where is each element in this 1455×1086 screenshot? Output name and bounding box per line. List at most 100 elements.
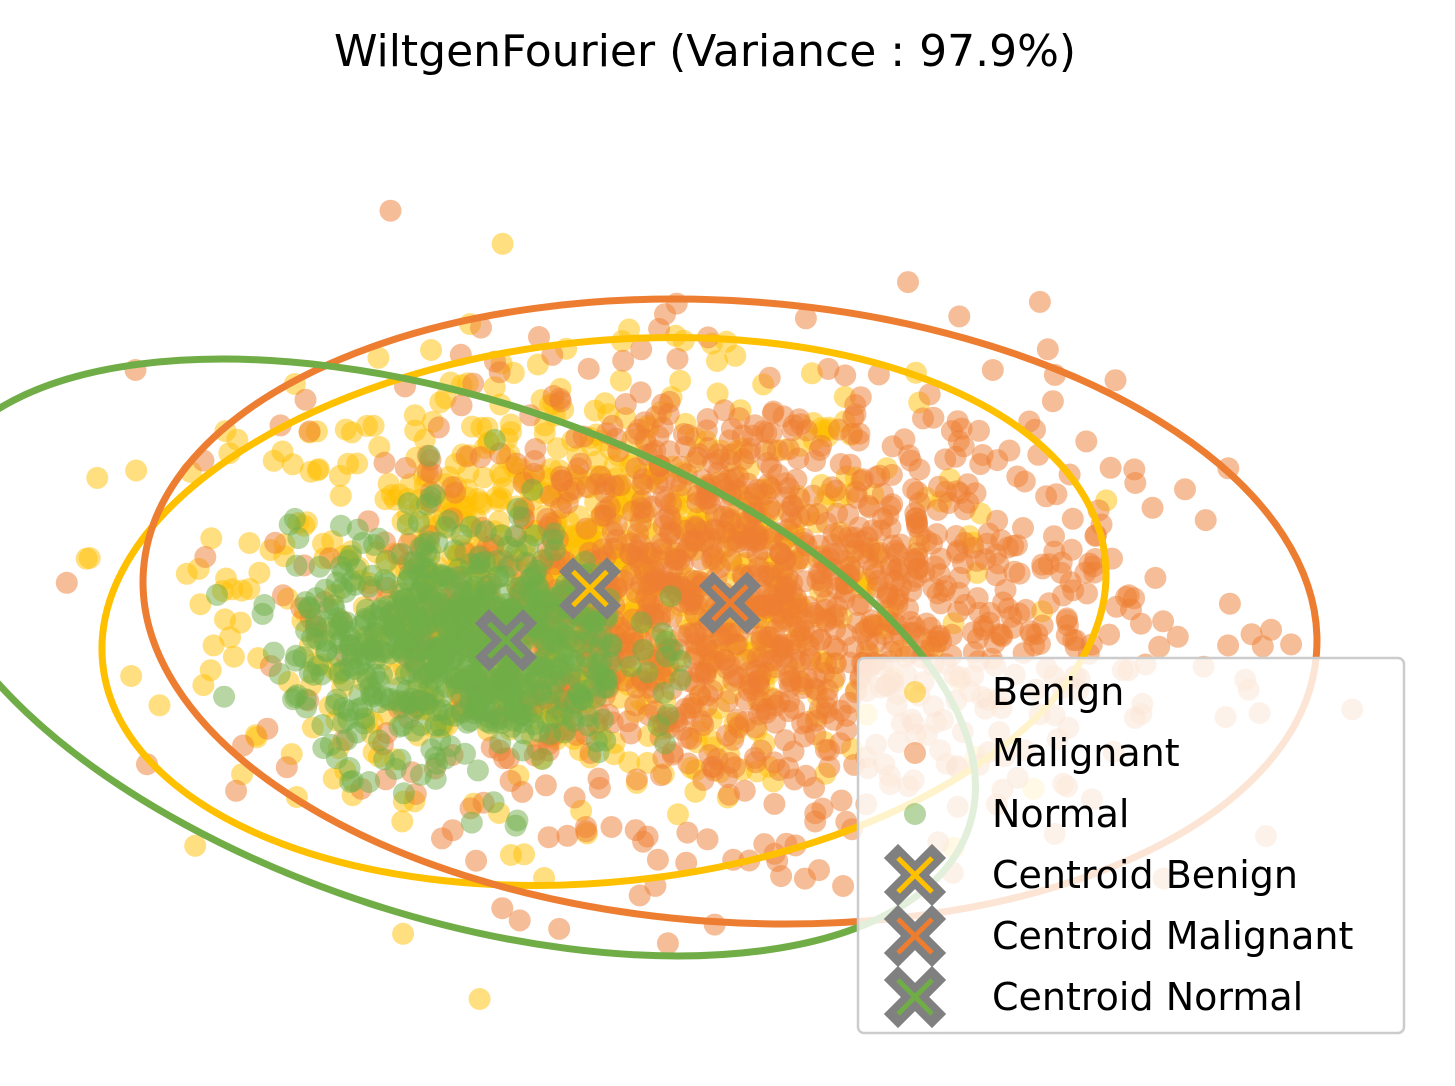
data-point [1003,560,1026,583]
data-point [1052,584,1074,607]
data-point [459,515,482,538]
data-point [262,641,285,664]
data-point [528,326,550,348]
data-point [1152,610,1175,633]
data-point [881,493,904,516]
centroid-malignant [698,571,762,635]
data-point [407,510,430,533]
data-point [754,439,777,462]
data-point [783,697,806,720]
data-point [727,466,750,489]
data-point [1035,485,1058,508]
data-point [264,531,287,554]
data-point [487,566,509,589]
data-point [838,691,861,714]
data-point [575,816,597,838]
data-point [1028,290,1051,313]
legend-swatch [904,681,926,703]
data-point [283,507,306,530]
data-point [493,583,515,606]
data-point [429,391,452,414]
data-point [496,535,519,558]
data-point [120,665,143,687]
data-point [704,503,727,526]
data-point [482,682,505,704]
data-point [499,844,522,866]
data-point [584,686,607,709]
data-point [631,489,654,512]
data-point [912,407,934,430]
data-point [1006,465,1029,488]
data-point [954,593,977,616]
data-point [238,578,261,600]
data-point [692,768,715,791]
data-point [438,636,461,659]
data-point [817,357,840,380]
data-point [282,688,305,711]
data-point [696,828,719,851]
data-point [550,621,573,644]
data-point [659,585,682,608]
data-point [928,563,951,586]
data-point [408,552,431,575]
ellipse-malignant [139,295,1321,928]
data-point [1124,472,1147,494]
data-point [248,561,271,584]
legend-item: Normal [904,792,1130,836]
data-point [429,728,452,751]
data-point [373,451,396,474]
data-point [214,608,236,631]
data-point [285,554,308,577]
data-point [381,616,404,639]
data-point [1075,430,1098,453]
data-point [334,581,357,603]
data-point [305,615,328,638]
data-point [974,548,997,571]
data-point [397,492,420,515]
data-point [525,594,548,617]
data-point [202,634,225,657]
data-point [628,884,651,907]
data-point [879,516,902,539]
data-point [1144,566,1167,589]
data-point [761,402,784,425]
data-point [256,717,279,740]
data-point [354,607,377,630]
data-point [325,688,348,711]
data-point [470,316,492,339]
data-point [491,897,514,920]
data-point [937,492,960,514]
data-point [585,625,607,648]
data-point [387,689,410,712]
data-point [284,649,307,672]
data-point [851,468,874,491]
data-point [632,638,655,661]
data-point [463,702,486,725]
legend-item: Malignant [904,731,1180,775]
data-point [329,484,352,507]
data-point [625,581,648,604]
data-point [1141,496,1164,519]
data-point [1166,625,1189,648]
data-point [469,446,492,469]
data-point [880,463,903,486]
data-point [750,739,773,762]
data-point [588,776,611,799]
data-point [1194,509,1217,532]
data-point [694,659,717,682]
data-point [508,909,531,932]
data-point [647,714,670,737]
data-point [251,602,274,625]
data-point [328,615,351,638]
data-point [630,611,653,634]
data-point [832,875,855,897]
data-point [789,413,812,436]
data-point [500,673,523,696]
data-point [392,922,415,945]
data-point [1098,623,1121,646]
data-point [346,518,369,541]
data-point [499,413,522,436]
data-point [587,661,610,684]
data-point [308,555,331,578]
data-point [355,414,378,437]
